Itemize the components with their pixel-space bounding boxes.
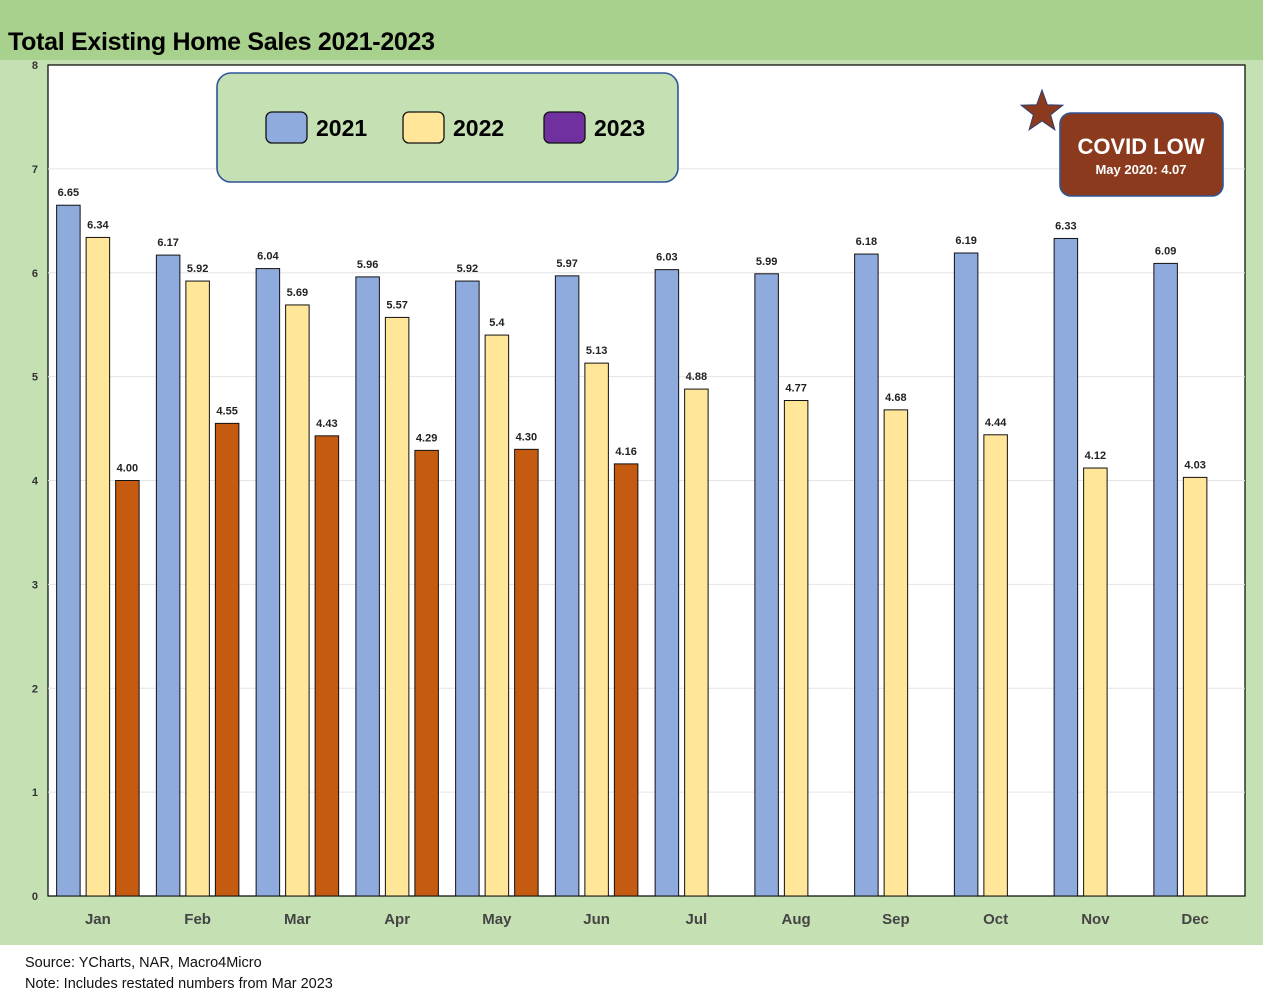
bar-2022-oct (983, 434, 1008, 897)
legend-box (216, 72, 679, 183)
x-tick-label: Sep (882, 911, 910, 928)
x-tick-label: May (482, 911, 512, 928)
legend-swatch-2022 (402, 111, 445, 144)
bar-2021-sep (854, 253, 879, 897)
x-tick-label: Mar (284, 911, 311, 928)
data-label: 4.44 (985, 417, 1007, 429)
x-tick-label: Oct (983, 911, 1008, 928)
bar-2022-apr (384, 316, 410, 897)
bar-2022-may (484, 334, 510, 897)
data-label: 5.4 (489, 317, 505, 329)
y-tick-label: 7 (32, 164, 38, 176)
bar-2022-jun (584, 362, 609, 897)
y-tick-label: 8 (32, 60, 38, 72)
bar-2023-apr (414, 449, 439, 897)
legend-swatch-2023 (543, 111, 586, 144)
y-tick-label: 0 (32, 891, 38, 903)
legend-swatch-2021 (265, 111, 308, 144)
bar-2023-may (514, 448, 539, 897)
y-tick-label: 4 (32, 476, 39, 488)
bar-2021-feb (155, 254, 181, 897)
data-label: 4.88 (686, 371, 707, 383)
x-tick-label: Dec (1181, 911, 1209, 928)
data-label: 6.04 (257, 251, 279, 263)
bar-2022-sep (883, 409, 909, 897)
bar-2022-nov (1083, 467, 1108, 897)
data-label: 4.16 (615, 446, 636, 458)
data-label: 6.19 (955, 235, 976, 247)
footer: Source: YCharts, NAR, Macro4Micro Note: … (0, 945, 1263, 1000)
data-label: 5.96 (357, 259, 378, 271)
x-tick-label: Aug (782, 911, 811, 928)
data-label: 4.00 (117, 463, 138, 475)
x-tick-label: Jan (85, 911, 111, 928)
data-label: 6.34 (87, 219, 109, 231)
chart-title: Total Existing Home Sales 2021-2023 (8, 28, 435, 56)
bar-2023-mar (314, 435, 340, 897)
bar-2023-jun (613, 463, 639, 897)
data-label: 4.12 (1085, 450, 1106, 462)
bar-2021-oct (953, 252, 979, 897)
y-tick-label: 3 (32, 579, 38, 591)
data-label: 4.43 (316, 418, 337, 430)
x-tick-label: Feb (184, 911, 211, 928)
data-label: 4.55 (216, 405, 237, 417)
y-tick-label: 5 (32, 372, 38, 384)
restated-note: Note: Includes restated numbers from Mar… (25, 976, 333, 992)
data-label: 6.03 (656, 252, 677, 264)
covid-low-callout (1059, 112, 1224, 197)
x-tick-label: Nov (1081, 911, 1110, 928)
legend-label-2023: 2023 (594, 115, 645, 141)
bar-chart: 0 1 2 3 4 5 6 7 8 6.65 6.34 4.00 Jan 6.17 5.92 4.55 Feb 6… (32, 60, 1246, 928)
bar-2021-jul (654, 269, 680, 897)
bar-2021-dec (1153, 262, 1178, 897)
data-label: 5.92 (187, 263, 208, 275)
bar-2022-jan (85, 236, 111, 897)
legend-label-2021: 2021 (316, 115, 367, 141)
data-label: 5.97 (556, 258, 577, 270)
data-label: 4.29 (416, 432, 437, 444)
covid-low-subtitle: May 2020: 4.07 (1095, 162, 1186, 177)
y-tick-label: 6 (32, 268, 38, 280)
bar-2021-may (455, 280, 480, 897)
bar-2023-jan (115, 480, 140, 897)
bar-2021-mar (255, 268, 281, 897)
bar-2021-nov (1053, 237, 1079, 897)
bar-2021-apr (355, 276, 380, 897)
data-label: 5.99 (756, 256, 777, 268)
x-tick-label: Jul (686, 911, 708, 928)
bar-2022-mar (285, 304, 310, 897)
title-bar (0, 0, 1263, 60)
y-tick-label: 1 (32, 787, 38, 799)
data-label: 4.03 (1184, 459, 1205, 471)
data-label: 6.18 (856, 236, 877, 248)
y-tick-label: 2 (32, 683, 38, 695)
bar-2022-dec (1182, 476, 1208, 897)
data-label: 5.57 (386, 299, 407, 311)
data-label: 5.92 (457, 263, 478, 275)
data-label: 4.30 (516, 431, 537, 443)
data-label: 6.33 (1055, 220, 1076, 232)
source-note: Source: YCharts, NAR, Macro4Micro (25, 955, 262, 971)
bar-2021-jan (56, 204, 81, 897)
bar-2023-feb (214, 422, 240, 897)
star-icon (1019, 88, 1065, 131)
bar-2022-feb (185, 280, 210, 897)
x-tick-label: Apr (384, 911, 410, 928)
data-label: 5.13 (586, 345, 607, 357)
data-label: 6.17 (157, 237, 178, 249)
data-label: 6.65 (58, 187, 79, 199)
data-label: 4.77 (785, 383, 806, 395)
x-tick-label: Jun (583, 911, 610, 928)
bar-2021-aug (754, 273, 779, 897)
data-label: 5.69 (287, 287, 308, 299)
bar-2022-jul (684, 388, 709, 897)
legend-label-2022: 2022 (453, 115, 504, 141)
covid-low-title: COVID LOW (1077, 134, 1204, 159)
data-label: 6.09 (1155, 245, 1176, 257)
data-label: 4.68 (885, 392, 906, 404)
bar-2022-aug (783, 400, 809, 897)
bar-2021-jun (554, 275, 580, 897)
